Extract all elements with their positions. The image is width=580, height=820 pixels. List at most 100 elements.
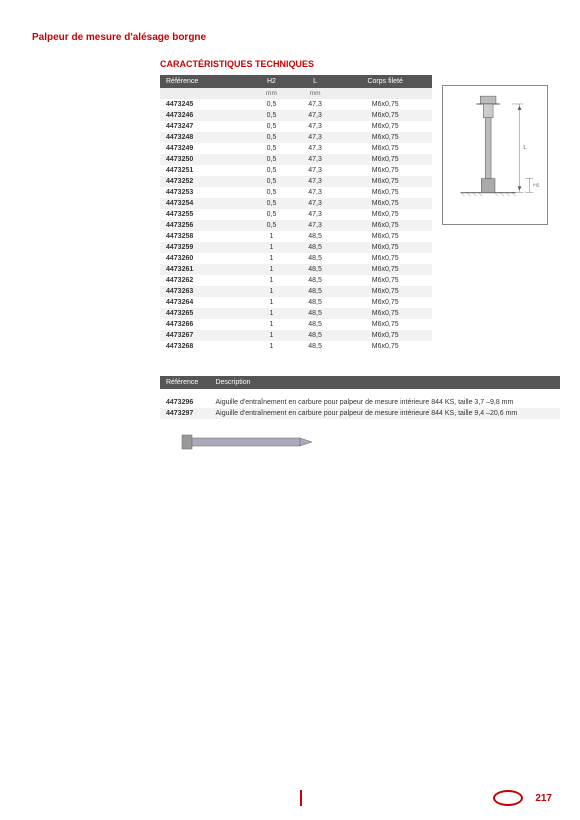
table-cell: M6x0,75 — [338, 143, 432, 154]
unit-cell: mm — [251, 88, 292, 99]
table-cell: 4473262 — [160, 275, 251, 286]
table-row: 4473266148,5M6x0,75 — [160, 319, 432, 330]
svg-text:L: L — [523, 145, 527, 151]
table-row: 4473260148,5M6x0,75 — [160, 253, 432, 264]
table-row: 44732450,547,3M6x0,75 — [160, 99, 432, 110]
table-cell: 4473261 — [160, 264, 251, 275]
table-cell: 4473247 — [160, 121, 251, 132]
spec-table: RéférenceH2LCorps fileté mmmm44732450,54… — [160, 75, 432, 352]
table-cell: 0,5 — [251, 165, 292, 176]
table-cell: M6x0,75 — [338, 132, 432, 143]
table-cell: 4473266 — [160, 319, 251, 330]
table-cell: M6x0,75 — [338, 242, 432, 253]
table-cell: 0,5 — [251, 187, 292, 198]
table-cell: 1 — [251, 231, 292, 242]
table-cell: 48,5 — [292, 231, 339, 242]
table-cell: 47,3 — [292, 176, 339, 187]
table-cell: M6x0,75 — [338, 165, 432, 176]
table-row: 4473262148,5M6x0,75 — [160, 275, 432, 286]
table-cell: 48,5 — [292, 275, 339, 286]
table-cell: 0,5 — [251, 143, 292, 154]
table-cell: 48,5 — [292, 308, 339, 319]
table-cell: 48,5 — [292, 330, 339, 341]
unit-cell — [160, 88, 251, 99]
table-cell: 47,3 — [292, 165, 339, 176]
table-cell: 4473246 — [160, 110, 251, 121]
svg-text:H2: H2 — [533, 182, 540, 188]
table-row: 44732520,547,3M6x0,75 — [160, 176, 432, 187]
table-cell: M6x0,75 — [338, 330, 432, 341]
table-cell: 4473253 — [160, 187, 251, 198]
table-cell: M6x0,75 — [338, 209, 432, 220]
table-cell: 4473249 — [160, 143, 251, 154]
footer-logo — [493, 790, 523, 806]
table-row: 44732510,547,3M6x0,75 — [160, 165, 432, 176]
table-row: 4473265148,5M6x0,75 — [160, 308, 432, 319]
table-row: 4473267148,5M6x0,75 — [160, 330, 432, 341]
table-row: 4473264148,5M6x0,75 — [160, 297, 432, 308]
table-cell: 4473252 — [160, 176, 251, 187]
table-cell: M6x0,75 — [338, 220, 432, 231]
table-row: 44732500,547,3M6x0,75 — [160, 154, 432, 165]
table-row: 4473259148,5M6x0,75 — [160, 242, 432, 253]
table-cell: M6x0,75 — [338, 286, 432, 297]
table-cell: 1 — [251, 275, 292, 286]
table-cell: 48,5 — [292, 341, 339, 352]
unit-cell — [338, 88, 432, 99]
table-cell: M6x0,75 — [338, 121, 432, 132]
table-row: 4473268148,5M6x0,75 — [160, 341, 432, 352]
table-row: 44732530,547,3M6x0,75 — [160, 187, 432, 198]
table-cell: 1 — [251, 341, 292, 352]
table-cell: M6x0,75 — [338, 308, 432, 319]
table-cell: 4473260 — [160, 253, 251, 264]
table-cell: 48,5 — [292, 319, 339, 330]
table-cell: 47,3 — [292, 154, 339, 165]
table-cell: 0,5 — [251, 209, 292, 220]
table-cell: 1 — [251, 297, 292, 308]
technical-diagram: L H2 — [442, 85, 548, 225]
table-header: L — [292, 75, 339, 88]
table-cell: 4473263 — [160, 286, 251, 297]
table-cell: 4473297 — [160, 408, 209, 419]
table-cell: 48,5 — [292, 264, 339, 275]
table-cell: 48,5 — [292, 286, 339, 297]
table-cell: 4473267 — [160, 330, 251, 341]
table-cell: 47,3 — [292, 209, 339, 220]
table-cell: 0,5 — [251, 121, 292, 132]
table-cell: 47,3 — [292, 198, 339, 209]
table-row: 4473297Aiguille d'entraînement en carbur… — [160, 408, 560, 419]
table-cell: M6x0,75 — [338, 275, 432, 286]
table-cell: 48,5 — [292, 253, 339, 264]
table-cell: 0,5 — [251, 110, 292, 121]
page-title: Palpeur de mesure d'alésage borgne — [32, 32, 552, 43]
table-cell: 4473259 — [160, 242, 251, 253]
table-row: 44732550,547,3M6x0,75 — [160, 209, 432, 220]
table-cell: 0,5 — [251, 99, 292, 110]
table-cell: M6x0,75 — [338, 264, 432, 275]
table-cell: 1 — [251, 253, 292, 264]
table-cell: 4473268 — [160, 341, 251, 352]
table-cell: 4473250 — [160, 154, 251, 165]
needle-illustration — [180, 431, 552, 455]
table-cell: Aiguille d'entraînement en carbure pour … — [209, 408, 560, 419]
table-cell: M6x0,75 — [338, 176, 432, 187]
table-cell: 48,5 — [292, 242, 339, 253]
table-cell: 1 — [251, 286, 292, 297]
table-cell: 4473258 — [160, 231, 251, 242]
table-cell: 4473254 — [160, 198, 251, 209]
table-row: 44732480,547,3M6x0,75 — [160, 132, 432, 143]
table-header: H2 — [251, 75, 292, 88]
table-cell: 47,3 — [292, 143, 339, 154]
table-cell: 1 — [251, 319, 292, 330]
table-cell: 0,5 — [251, 132, 292, 143]
table-cell: 4473256 — [160, 220, 251, 231]
table-header: Référence — [160, 75, 251, 88]
table-header: Description — [209, 376, 560, 389]
table-row: 4473263148,5M6x0,75 — [160, 286, 432, 297]
table-row: 44732470,547,3M6x0,75 — [160, 121, 432, 132]
table-cell: M6x0,75 — [338, 110, 432, 121]
unit-cell: mm — [292, 88, 339, 99]
table-cell: 4473265 — [160, 308, 251, 319]
table-cell: 4473296 — [160, 397, 209, 408]
table-cell: 1 — [251, 264, 292, 275]
